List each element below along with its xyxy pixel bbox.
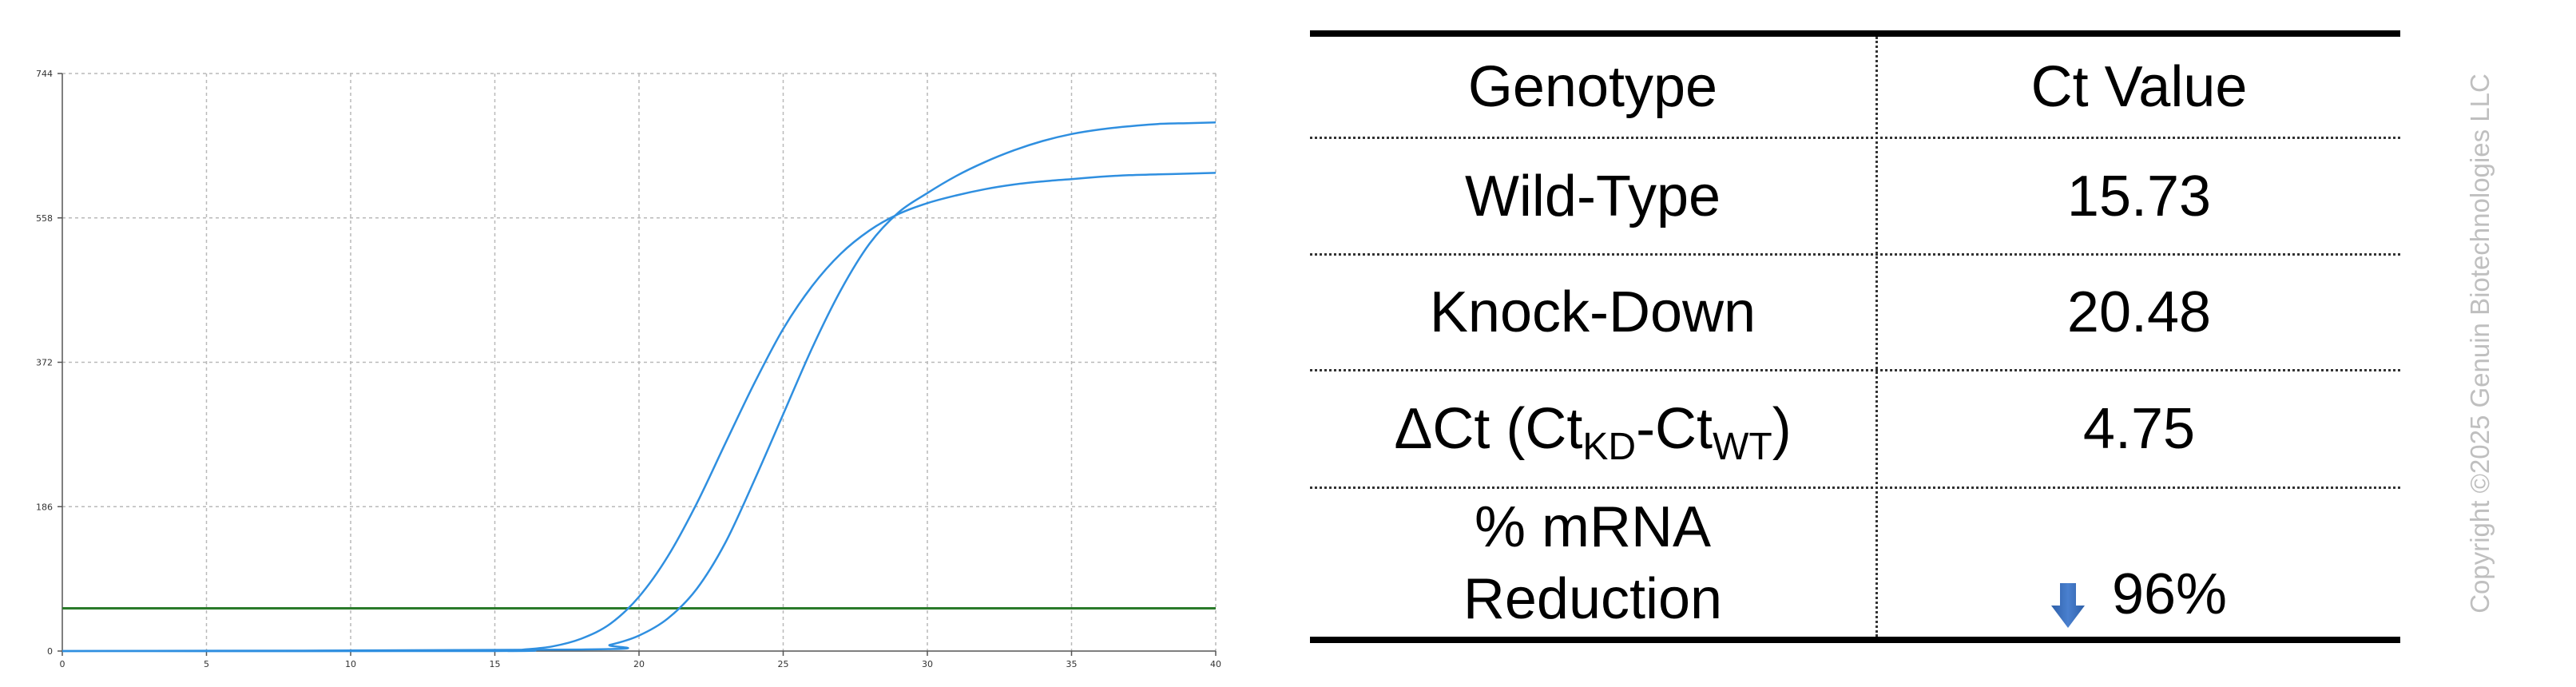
y-tick-label: 186 — [36, 502, 53, 512]
header-ct-value: Ct Value — [2030, 54, 2248, 119]
row-value: 20.48 — [2066, 280, 2212, 344]
x-tick-label: 40 — [1210, 659, 1221, 669]
copyright-watermark: Copyright ©2025 Genuin Biotechnologies L… — [2465, 73, 2495, 614]
x-tick-label: 10 — [345, 659, 356, 669]
row-value: 15.73 — [2066, 164, 2212, 228]
delta-ct-text: ΔCt (Ct — [1394, 397, 1583, 461]
row-label: Knock-Down — [1429, 280, 1756, 344]
amplification-plot: 0 5 10 15 20 25 30 35 40 0 186 372 558 744 — [36, 69, 1221, 669]
table-bottom-rule — [1310, 637, 2400, 643]
x-tick-label: 35 — [1066, 659, 1078, 669]
row-value: 96% — [2111, 562, 2228, 626]
y-tick-label: 372 — [36, 358, 53, 368]
row-label: % mRNA Reduction — [1310, 489, 1875, 637]
table-row-delta-ct: ΔCt (CtKD-CtWT) 4.75 — [1310, 371, 2400, 489]
table-top-rule — [1310, 30, 2400, 37]
table-row-knock-down: Knock-Down 20.48 — [1310, 256, 2400, 371]
amplification-chart: 0 5 10 15 20 25 30 35 40 0 186 372 558 744 — [0, 0, 1246, 687]
row-label-line2: Reduction — [1463, 566, 1723, 631]
row-value: 4.75 — [2082, 397, 2196, 461]
delta-ct-minus-text: -Ct — [1636, 397, 1713, 461]
row-label-line1: % mRNA — [1474, 494, 1711, 559]
down-arrow-icon — [2050, 583, 2085, 628]
table-row-mrna-reduction: % mRNA Reduction 96% — [1310, 489, 2400, 637]
x-tick-label: 15 — [490, 659, 501, 669]
x-tick-label: 5 — [204, 659, 209, 669]
row-value-cell: 96% — [1878, 489, 2400, 637]
row-label: ΔCt (CtKD-CtWT) — [1310, 371, 1875, 486]
x-tick-label: 0 — [60, 659, 65, 669]
delta-ct-close-paren: ) — [1772, 397, 1792, 461]
y-tick-label: 744 — [36, 69, 53, 79]
row-label: Wild-Type — [1464, 164, 1721, 228]
table-header-row: Genotype Ct Value — [1310, 37, 2400, 139]
y-tick-label: 558 — [36, 213, 53, 224]
kd-subscript: KD — [1582, 426, 1637, 468]
x-tick-label: 20 — [633, 659, 645, 669]
x-tick-label: 25 — [778, 659, 789, 669]
amplification-curve — [62, 121, 1217, 653]
header-genotype: Genotype — [1467, 54, 1718, 119]
x-tick-label: 30 — [922, 659, 933, 669]
column-divider — [1875, 37, 1878, 637]
wt-subscript: WT — [1713, 426, 1772, 468]
table-row-wild-type: Wild-Type 15.73 — [1310, 139, 2400, 256]
ct-value-table: Genotype Ct Value Wild-Type 15.73 Knock-… — [1310, 24, 2400, 647]
y-tick-label: 0 — [47, 646, 53, 657]
amplification-curve — [62, 172, 1217, 653]
